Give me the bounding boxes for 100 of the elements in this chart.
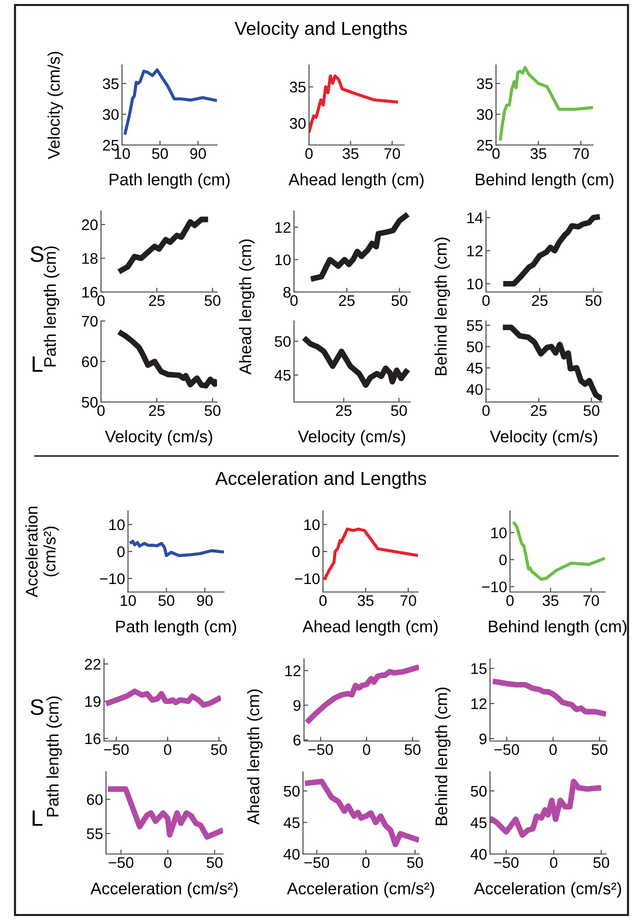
text: S	[30, 699, 44, 715]
line-series	[323, 528, 418, 582]
y-axis-title: Acceleration (cm/s²)	[25, 506, 59, 598]
y-tick-label: 35	[102, 78, 119, 90]
y-tick-label: 0	[499, 554, 507, 566]
line-series	[498, 66, 593, 142]
x-tick-label: −50	[308, 744, 333, 755]
y-tick-label: −10	[100, 573, 125, 584]
x-tick-label: 0	[164, 744, 172, 755]
x-tick-label: 25	[149, 295, 165, 306]
y-tick-label: 10	[275, 254, 291, 266]
y-tick-label: 40	[470, 848, 487, 860]
x-axis-title: Behind length (cm)	[476, 173, 614, 189]
y-tick-label: 70	[82, 316, 98, 327]
text: L	[32, 810, 42, 826]
x-tick-label: 50	[204, 295, 220, 306]
y-tick-label: 9	[479, 734, 486, 744]
y-tick-label: 50	[284, 786, 300, 797]
y-tick-label: 14	[467, 212, 483, 224]
y-tick-label: 10	[109, 519, 125, 530]
x-axis-title: Acceleration (cm/s²)	[90, 882, 238, 898]
x-axis-title: Behind length (cm)	[488, 620, 626, 636]
y-tick-label: 12	[467, 246, 482, 256]
x-tick-label: 0	[362, 857, 370, 868]
y-tick-label: 40	[466, 384, 483, 395]
y-tick-label: −10	[482, 581, 507, 592]
line-series	[512, 520, 605, 581]
y-tick-label: 20	[82, 219, 98, 230]
x-tick-label: 25	[149, 405, 165, 416]
x-tick-label: 50	[584, 405, 600, 416]
x-tick-label: 35	[358, 595, 374, 606]
x-tick-label: 70	[573, 148, 589, 159]
x-tick-label: −50	[494, 857, 519, 868]
x-axis-title: Velocity (cm/s)	[490, 430, 598, 446]
y-tick-label: 16	[85, 733, 101, 744]
x-tick-label: 35	[542, 595, 558, 606]
x-tick-label: −50	[108, 857, 134, 868]
y-tick-label: 6	[294, 734, 301, 746]
y-tick-label: 50	[470, 786, 487, 797]
x-axis-title: Ahead length (cm)	[302, 620, 438, 636]
x-tick-label: 90	[197, 595, 213, 606]
x-axis-title: Acceleration (cm/s²)	[474, 882, 622, 898]
y-tick-label: 22	[85, 658, 100, 670]
text: L	[32, 356, 42, 372]
x-tick-label: 70	[583, 595, 599, 606]
x-tick-label: 0	[164, 857, 172, 868]
y-tick-label: 10	[491, 527, 507, 538]
x-tick-label: 50	[152, 148, 168, 159]
x-tick-label: 50	[211, 744, 227, 755]
x-tick-label: −50	[104, 744, 129, 755]
y-tick-label: 18	[82, 253, 98, 264]
y-tick-label: 30	[102, 109, 119, 120]
y-tick-label: 40	[284, 848, 300, 860]
x-tick-label: 50	[407, 857, 423, 868]
x-tick-label: 0	[319, 595, 327, 606]
y-tick-label: 19	[85, 696, 100, 707]
x-tick-label: 90	[190, 148, 206, 159]
y-axis-title: Ahead length (cm)	[239, 240, 255, 375]
y-tick-label: 35	[476, 78, 493, 90]
text: Velocity and Lengths	[234, 21, 407, 39]
y-tick-label: 12	[285, 665, 300, 676]
y-tick-label: 16	[82, 286, 98, 298]
x-tick-label: 50	[391, 405, 407, 416]
x-tick-label: 25	[336, 405, 352, 416]
y-tick-label: 60	[82, 356, 98, 368]
y-axis-title: Path length (cm)	[44, 246, 60, 366]
x-axis-title: Path length (cm)	[116, 620, 236, 636]
y-axis-title: Behind length (cm)	[434, 238, 450, 376]
y-tick-label: 0	[117, 546, 125, 558]
text: S	[30, 246, 44, 262]
x-tick-label: 35	[342, 148, 358, 159]
x-tick-label: 50	[586, 295, 602, 306]
x-tick-label: 50	[404, 744, 420, 755]
x-tick-label: 70	[400, 595, 416, 606]
y-axis-title: Ahead length (cm)	[247, 690, 263, 825]
x-tick-label: 10	[120, 595, 136, 606]
y-tick-label: 30	[476, 109, 493, 120]
y-axis-title: Behind length (cm)	[435, 688, 451, 826]
y-tick-label: 45	[470, 817, 487, 828]
x-tick-label: 25	[531, 405, 547, 416]
y-tick-label: 0	[312, 546, 320, 558]
y-tick-label: 45	[274, 370, 291, 381]
line-series	[309, 74, 400, 134]
line-series	[128, 540, 224, 558]
x-tick-label: 50	[593, 857, 610, 868]
y-tick-label: 50	[82, 396, 98, 408]
x-axis-title: Velocity (cm/s)	[104, 430, 212, 446]
x-tick-label: 50	[158, 595, 174, 606]
y-tick-label: 35	[290, 82, 306, 93]
y-axis-title: Velocity (cm/s)	[48, 52, 64, 160]
x-tick-label: 25	[532, 295, 548, 306]
x-tick-label: 35	[530, 148, 546, 159]
line-series	[123, 68, 217, 136]
x-tick-label: 70	[384, 148, 400, 159]
y-tick-label: 12	[471, 698, 486, 710]
x-axis-title: Velocity (cm/s)	[298, 430, 406, 446]
y-tick-label: −10	[295, 573, 320, 584]
y-tick-label: 30	[290, 118, 306, 129]
y-tick-label: 10	[304, 519, 320, 530]
y-axis-title: Path length (cm)	[46, 696, 62, 816]
